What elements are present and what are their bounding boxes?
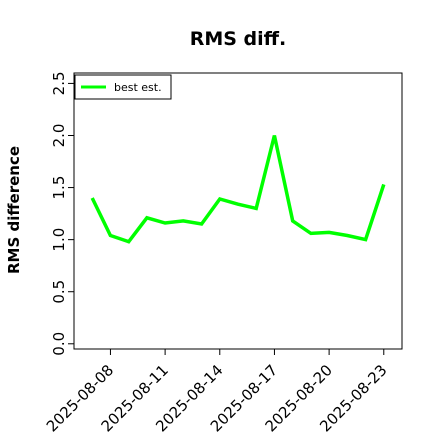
series-line	[90, 135, 386, 244]
y-tick-label: 1.5	[50, 176, 68, 200]
y-tick-label: 2.5	[50, 71, 68, 95]
plot-frame	[73, 72, 403, 350]
y-tick-label: 0.0	[50, 332, 68, 356]
legend: best est.	[74, 74, 172, 100]
x-axis: 2025-08-082025-08-112025-08-142025-08-17…	[43, 349, 391, 435]
legend-label: best est.	[114, 81, 162, 94]
y-axis: 0.0 0.5 1.0 1.5 2.0 2.5	[50, 71, 74, 356]
y-tick-label: 0.5	[50, 280, 68, 304]
y-tick-label: 2.0	[50, 124, 68, 148]
y-axis-label: RMS difference	[5, 146, 23, 274]
series-layer	[90, 135, 386, 244]
chart-title: RMS diff.	[190, 28, 287, 50]
y-tick-label: 1.0	[50, 228, 68, 252]
